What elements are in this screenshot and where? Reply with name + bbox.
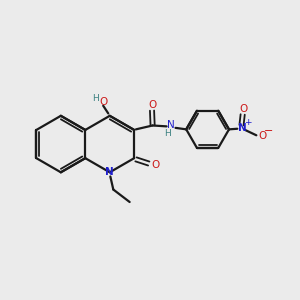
Text: O: O: [258, 131, 266, 141]
Text: H: H: [92, 94, 99, 103]
Text: +: +: [244, 118, 252, 127]
Text: O: O: [100, 97, 108, 107]
Text: O: O: [148, 100, 156, 110]
Text: N: N: [105, 167, 114, 177]
Text: O: O: [151, 160, 159, 170]
Text: −: −: [264, 126, 274, 136]
Text: N: N: [167, 121, 175, 130]
Text: N: N: [238, 123, 247, 133]
Text: H: H: [164, 129, 171, 138]
Text: O: O: [239, 103, 248, 113]
